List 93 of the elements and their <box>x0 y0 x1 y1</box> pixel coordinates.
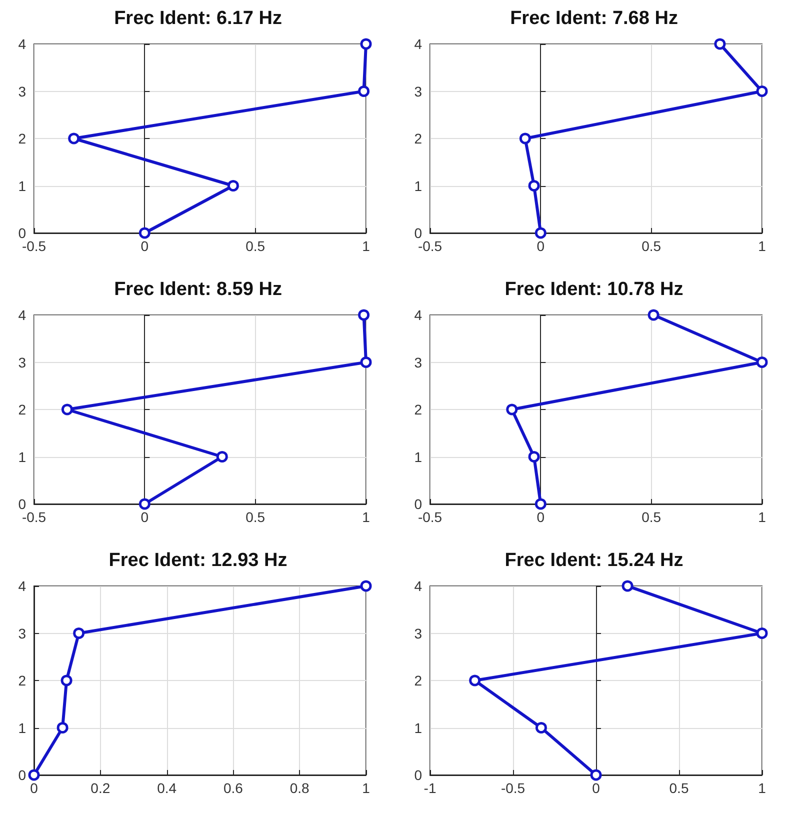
point <box>534 227 546 239</box>
point <box>528 180 540 192</box>
point <box>138 498 150 510</box>
x-tick-label: 0 <box>592 780 600 796</box>
y-tick-label: 0 <box>414 767 422 783</box>
y-tick-label: 2 <box>414 402 422 418</box>
y-tick-label: 2 <box>18 402 26 418</box>
point <box>756 86 768 97</box>
y-tick-label: 0 <box>414 225 422 241</box>
y-tick-label: 2 <box>414 130 422 146</box>
y-tick-label: 1 <box>18 178 26 194</box>
point <box>60 674 72 686</box>
point <box>535 722 547 734</box>
x-tick-label: 0.8 <box>290 780 310 796</box>
point <box>648 309 660 321</box>
x-tick-label: 0.2 <box>90 780 110 796</box>
x-tick-label: 1 <box>362 780 370 796</box>
chart-title: Frec Ident: 12.93 Hz <box>108 550 288 571</box>
chart-title: Frec Ident: 7.68 Hz <box>510 8 678 29</box>
y-tick-label: 0 <box>18 225 26 241</box>
point <box>756 356 768 368</box>
x-tick-label: -1 <box>424 780 436 796</box>
x-tick-label: 1 <box>758 509 766 525</box>
x-tick-label: 1 <box>758 780 766 796</box>
x-tick-label: 0 <box>140 238 149 254</box>
point <box>61 404 73 416</box>
y-tick-label: 4 <box>414 578 422 594</box>
y-tick-label: 0 <box>18 496 26 512</box>
point <box>506 404 518 416</box>
y-tick-label: 2 <box>18 130 26 146</box>
point <box>68 132 80 144</box>
y-tick-label: 3 <box>18 354 26 370</box>
x-tick-label: -0.5 <box>418 509 442 525</box>
point <box>360 38 372 50</box>
x-tick-label: 0.5 <box>642 509 662 525</box>
y-tick-label: 1 <box>18 448 26 465</box>
y-tick-label: 4 <box>18 307 26 323</box>
point <box>227 180 239 192</box>
y-tick-label: 2 <box>414 672 422 688</box>
y-tick-label: 4 <box>18 578 26 594</box>
point <box>519 132 531 144</box>
point <box>469 674 481 686</box>
y-tick-label: 1 <box>18 720 26 736</box>
point <box>360 356 372 368</box>
point <box>756 628 768 639</box>
x-tick-label: 0.6 <box>223 780 244 796</box>
y-tick-label: 2 <box>18 672 26 688</box>
x-tick-label: -0.5 <box>22 238 46 254</box>
point <box>358 309 370 321</box>
y-tick-label: 4 <box>414 36 422 52</box>
point <box>534 498 546 510</box>
x-tick-label: 0 <box>536 238 545 254</box>
x-tick-label: 1 <box>362 509 370 525</box>
point <box>528 451 540 462</box>
point <box>714 38 726 50</box>
point <box>216 451 228 462</box>
x-tick-label: 0 <box>536 509 545 525</box>
y-tick-label: 3 <box>414 83 422 100</box>
point <box>622 580 634 592</box>
y-tick-label: 4 <box>414 307 422 323</box>
x-tick-label: 0.4 <box>157 780 177 796</box>
y-tick-label: 3 <box>18 625 26 642</box>
x-tick-label: -0.5 <box>22 509 46 525</box>
x-tick-label: 0.5 <box>246 509 266 525</box>
point <box>590 769 602 781</box>
chart-title: Frec Ident: 10.78 Hz <box>504 279 684 300</box>
x-tick-label: 0.5 <box>246 238 266 254</box>
y-tick-label: 0 <box>18 767 26 783</box>
x-tick-label: 1 <box>362 238 370 254</box>
point <box>56 722 68 734</box>
y-tick-label: 0 <box>414 496 422 512</box>
chart-title: Frec Ident: 8.59 Hz <box>114 279 282 300</box>
chart-title: Frec Ident: 15.24 Hz <box>504 550 684 571</box>
x-tick-label: 0.5 <box>669 780 689 796</box>
point <box>28 769 40 781</box>
point <box>138 227 150 239</box>
y-tick-label: 1 <box>414 720 422 736</box>
y-tick-label: 3 <box>18 83 26 100</box>
x-tick-label: 0 <box>30 780 38 796</box>
point <box>360 580 372 592</box>
y-tick-label: 4 <box>18 36 26 52</box>
y-tick-label: 3 <box>414 354 422 370</box>
y-tick-label: 1 <box>414 178 422 194</box>
x-tick-label: -0.5 <box>418 238 442 254</box>
y-tick-label: 3 <box>414 625 422 642</box>
point <box>73 628 85 639</box>
chart-title: Frec Ident: 6.17 Hz <box>114 8 282 29</box>
x-tick-label: 1 <box>758 238 766 254</box>
y-tick-label: 1 <box>414 448 422 465</box>
x-tick-label: -0.5 <box>500 780 526 796</box>
x-tick-label: 0 <box>140 509 149 525</box>
x-tick-label: 0.5 <box>642 238 662 254</box>
point <box>358 86 370 97</box>
